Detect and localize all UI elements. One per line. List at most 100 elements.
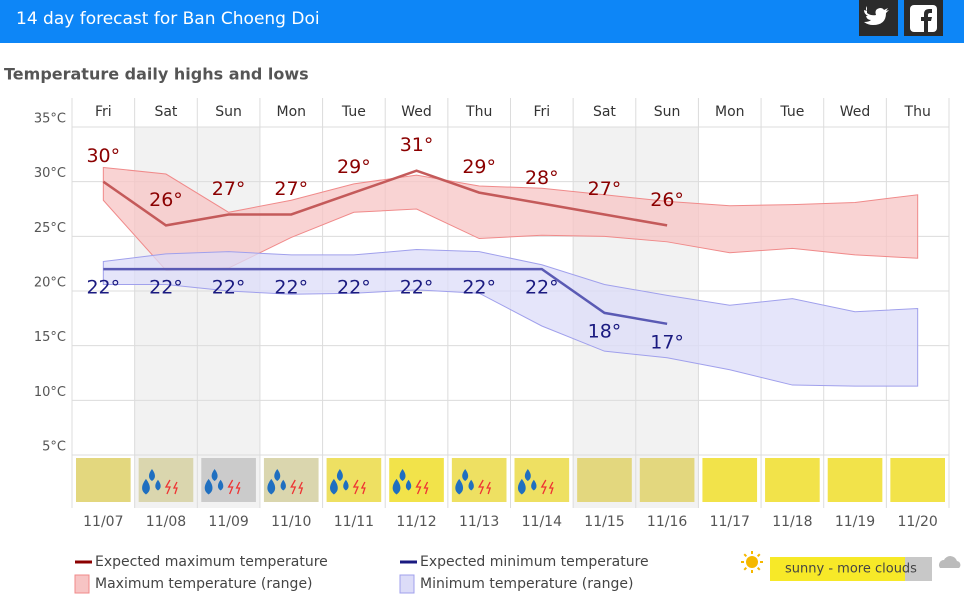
sun [746,556,758,568]
drop [405,479,412,491]
data-label: 27° [274,178,308,200]
data-label: 22° [462,277,496,299]
y-tick-label: 5°C [42,440,66,455]
y-tick-label: 25°C [34,221,66,236]
ray [756,553,761,558]
data-label: 22° [525,277,559,299]
data-label: 18° [588,320,622,342]
data-label: 22° [149,277,183,299]
drop [217,479,224,491]
day-label: Tue [779,104,804,120]
day-label: Sat [593,104,616,120]
weather-cell [639,458,695,502]
day-label: Tue [341,104,366,120]
ray [743,566,748,571]
date-label: 11/19 [835,514,875,530]
date-label: 11/14 [522,514,562,530]
day-label: Mon [715,104,745,120]
data-label: 27° [212,178,246,200]
data-label: 22° [400,277,434,299]
weather-cell [76,458,131,502]
drop [274,469,281,481]
drop [211,469,218,481]
bolt [352,479,366,495]
drop [462,469,469,481]
drop [142,478,150,495]
rain-icon [392,469,429,495]
data-label: 29° [462,156,496,178]
y-tick-label: 30°C [34,166,66,181]
drop [517,478,526,495]
ray [743,553,748,558]
data-label: 22° [212,277,246,299]
range-area [102,248,919,387]
y-tick-label: 10°C [34,385,66,400]
day-label: Sun [215,104,242,120]
date-label: 11/12 [396,514,436,530]
day-label: Sat [154,104,177,120]
date-label: 11/11 [334,514,374,530]
legend-swatch [399,574,415,594]
drop [329,478,338,495]
drop [267,478,276,495]
data-label: 29° [337,156,371,178]
drop [343,479,349,491]
legend-swatch [74,574,90,594]
drop [336,469,343,481]
bolt [415,479,429,495]
legend-label: Expected maximum temperature [95,554,328,570]
data-label: 22° [337,277,371,299]
date-label: 11/16 [647,514,687,530]
weather-cell [451,458,507,502]
header-bar [0,0,964,43]
drop [280,479,286,491]
date-label: 11/07 [83,514,123,530]
bolt [478,479,492,495]
data-label: 30° [86,145,120,167]
drop [148,469,155,481]
weather-cell [702,458,758,502]
weather-cell [263,458,319,502]
day-label: Thu [465,104,492,120]
drop [155,479,161,491]
header-title: 14 day forecast for Ban Choeng Doi [16,9,320,29]
date-label: 11/17 [710,514,750,530]
cloud-icon [938,556,961,568]
bolt [227,479,241,495]
date-label: 11/09 [208,514,248,530]
weather-legend-label: sunny - more clouds [785,562,917,577]
line [103,267,668,326]
weather-cell [201,458,256,502]
rain-icon [204,469,241,495]
day-label: Fri [533,104,550,120]
data-label: 26° [650,189,684,211]
drop [399,469,406,481]
y-tick-label: 15°C [34,330,66,345]
weather-cell [577,458,632,502]
drop [392,478,401,495]
weather-cell [514,458,570,502]
rain-icon [455,469,492,495]
twitter-button[interactable] [859,0,898,36]
day-label: Wed [401,104,432,120]
weather-legend-gray [905,557,932,581]
data-label: 26° [149,189,183,211]
sun-icon [741,551,763,573]
weather-cell [890,458,945,502]
y-tick-label: 20°C [34,276,66,291]
drop [531,479,537,491]
facebook-button[interactable] [904,0,943,36]
weather-cell [326,458,382,502]
date-label: 11/13 [459,514,499,530]
data-label: 22° [86,277,120,299]
date-label: 11/15 [584,514,624,530]
data-label: 31° [400,134,434,156]
data-label: 22° [274,277,308,299]
day-label: Sun [654,104,681,120]
date-label: 11/20 [897,514,937,530]
drop [455,478,464,495]
date-label: 11/08 [146,514,186,530]
ray [756,566,761,571]
rain-icon [267,469,304,495]
